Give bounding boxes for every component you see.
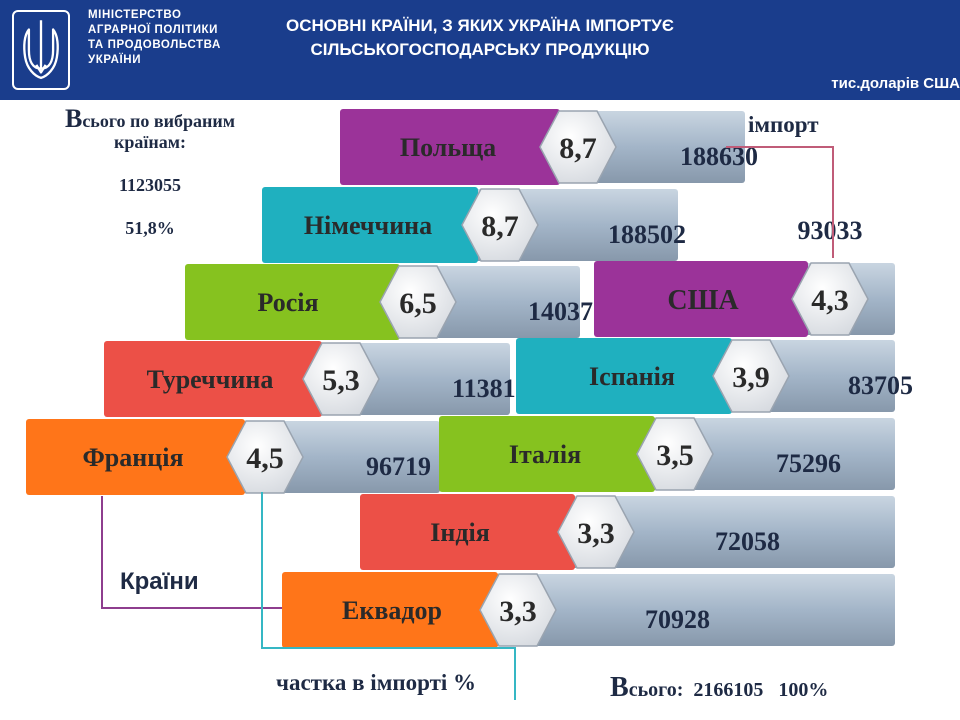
share-label: 8,7 xyxy=(481,210,519,243)
trident-icon xyxy=(12,10,70,90)
share-hexagon xyxy=(539,110,617,184)
share-hexagon xyxy=(636,417,714,491)
bar-color xyxy=(282,572,498,648)
bar-color xyxy=(340,109,560,185)
ministry-name: МІНІСТЕРСТВО АГРАРНОЇ ПОЛІТИКИ ТА ПРОДОВ… xyxy=(88,8,221,68)
total-block: Всього: 2166105 100% xyxy=(610,672,828,704)
total-share: 100% xyxy=(778,679,829,701)
ministry-line: АГРАРНОЇ ПОЛІТИКИ xyxy=(88,24,219,36)
bar-color xyxy=(516,338,732,414)
share-label: 4,5 xyxy=(246,442,284,475)
ministry-line: ТА ПРОДОВОЛЬСТВА xyxy=(88,39,221,51)
share-annotation: частка в імпорті % xyxy=(276,670,477,695)
import-connector xyxy=(726,146,834,258)
summary-block: Всього по вибраним країнам: 1123055 51,8… xyxy=(40,106,260,239)
bar-color xyxy=(262,187,478,263)
share-hexagon xyxy=(557,495,635,569)
share-label: 4,3 xyxy=(811,284,849,317)
bar-color xyxy=(104,341,322,417)
bar-color xyxy=(439,416,655,492)
value-label: 140372 xyxy=(528,297,606,326)
share-hexagon xyxy=(226,420,304,494)
bar-color xyxy=(185,264,400,340)
value-label: 83705 xyxy=(848,371,913,400)
share-hexagon xyxy=(479,573,557,647)
summary-label-line2: країнам: xyxy=(113,132,186,152)
title-line: СІЛЬСЬКОГОСПОДАРСЬКУ ПРОДУКЦІЮ xyxy=(310,40,650,59)
value-label: 113812 xyxy=(452,374,529,403)
country-label: Росія xyxy=(257,288,318,317)
ministry-line: МІНІСТЕРСТВО xyxy=(88,9,182,21)
share-label: 6,5 xyxy=(399,287,437,320)
share-hexagon xyxy=(379,265,457,339)
countries-connector xyxy=(101,496,282,609)
unit-label: тис.доларів США xyxy=(831,75,960,92)
bar-color xyxy=(26,419,245,495)
country-label: Туреччина xyxy=(147,365,274,394)
value-label: 93033 xyxy=(798,216,863,245)
share-hexagon xyxy=(461,188,539,262)
country-label: Франція xyxy=(82,443,183,472)
total-initial: В xyxy=(610,672,629,703)
share-label: 8,7 xyxy=(559,132,597,165)
bar-color xyxy=(594,261,808,337)
value-label: 72058 xyxy=(715,527,780,556)
share-label: 5,3 xyxy=(322,364,360,397)
share-label: 3,3 xyxy=(499,595,537,628)
bar-steel xyxy=(478,574,895,646)
share-label: 3,3 xyxy=(577,517,615,550)
share-connector xyxy=(261,492,516,700)
summary-value: 1123055 xyxy=(118,175,181,195)
import-annotation: імпорт xyxy=(748,112,819,137)
value-label: 96719 xyxy=(366,452,431,481)
total-value: 2166105 xyxy=(693,679,764,701)
page-title: ОСНОВНІ КРАЇНИ, З ЯКИХ УКРАЇНА ІМПОРТУЄ … xyxy=(250,14,710,62)
bar-steel xyxy=(555,496,895,568)
summary-label-initial: В xyxy=(64,104,83,133)
header-bar: МІНІСТЕРСТВО АГРАРНОЇ ПОЛІТИКИ ТА ПРОДОВ… xyxy=(0,0,960,100)
ministry-line: УКРАЇНИ xyxy=(88,54,142,66)
country-label: Індія xyxy=(430,518,490,547)
value-label: 75296 xyxy=(776,449,841,478)
country-label: Італія xyxy=(509,440,581,469)
share-hexagon xyxy=(302,342,380,416)
share-label: 3,5 xyxy=(656,439,694,472)
country-label: Німеччина xyxy=(304,211,432,240)
value-label: 70928 xyxy=(645,605,710,634)
total-label: сього: xyxy=(628,679,684,701)
country-label: Польща xyxy=(400,133,496,162)
share-hexagon xyxy=(791,262,869,336)
summary-label-rest: сього по вибраним xyxy=(82,111,236,131)
country-label: Еквадор xyxy=(342,596,442,625)
value-label: 188502 xyxy=(608,220,686,249)
title-line: ОСНОВНІ КРАЇНИ, З ЯКИХ УКРАЇНА ІМПОРТУЄ xyxy=(286,16,674,35)
share-label: 3,9 xyxy=(732,361,770,394)
share-hexagon xyxy=(712,339,790,413)
summary-label: Всього по вибраним xyxy=(40,106,260,132)
summary-share: 51,8% xyxy=(125,218,175,238)
country-label: Іспанія xyxy=(589,362,675,391)
countries-annotation: Країни xyxy=(120,568,199,595)
country-label: США xyxy=(667,285,739,316)
bar-color xyxy=(360,494,575,570)
